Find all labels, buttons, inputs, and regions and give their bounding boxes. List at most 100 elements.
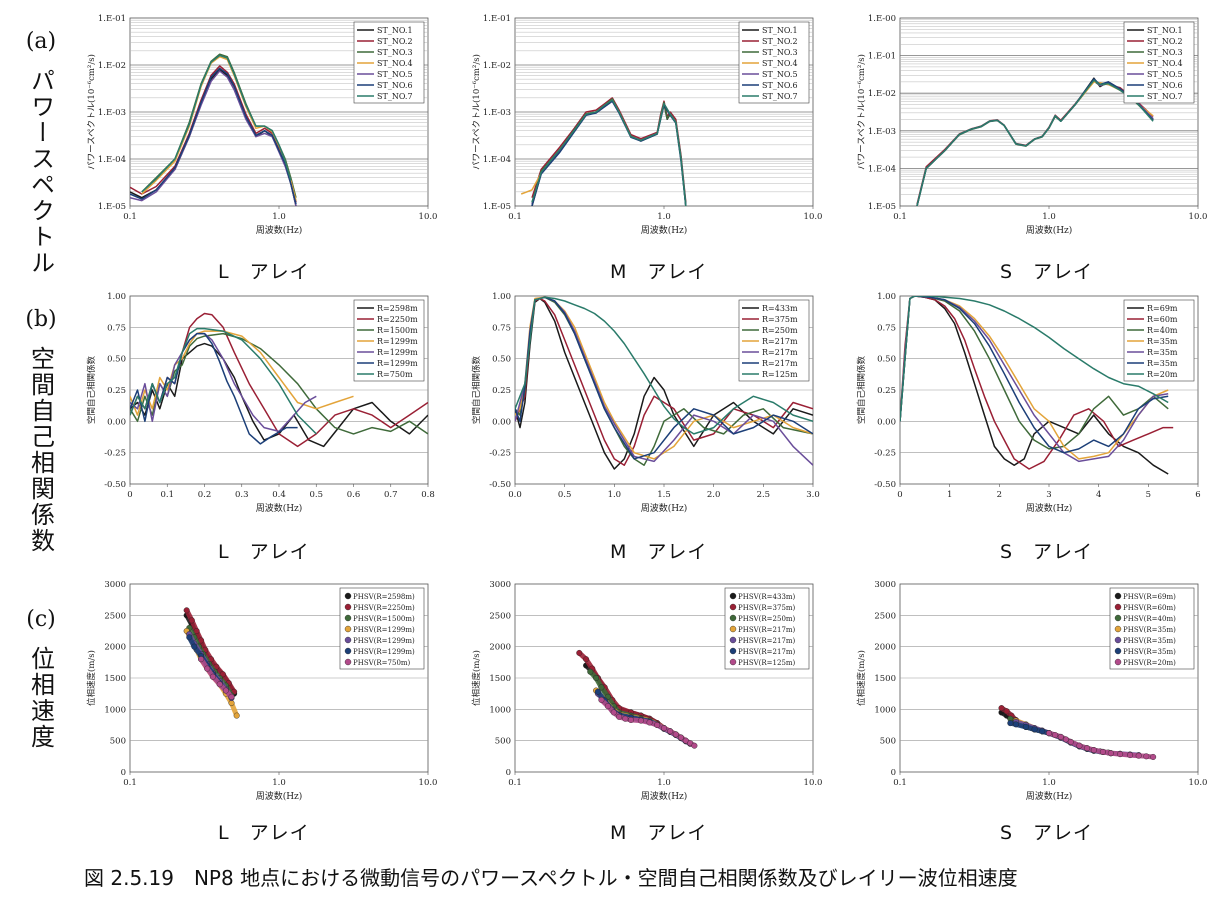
data-point xyxy=(222,687,229,694)
array-label-L: L アレイ xyxy=(218,822,310,844)
chart-c-S: 0 500 1000 1500 2000 2500 3000 0.1 1.0 10.0 周波数(Hz… xyxy=(840,578,1210,813)
x-tick-label: 2.5 xyxy=(757,490,771,500)
legend-marker xyxy=(729,625,737,633)
legend-marker xyxy=(729,603,737,611)
y-tick-label: 0.00 xyxy=(107,417,126,427)
series-line xyxy=(515,296,813,435)
row-label-a: (a) パワースペクトル xyxy=(18,30,64,277)
x-tick-label: 10.0 xyxy=(804,212,823,222)
legend: ST_NO.1 ST_NO.2 ST_NO.3 ST_NO.4 ST_NO.5 ST_NO… xyxy=(1123,21,1195,104)
legend-label: PHSV(R=750m) xyxy=(353,659,411,667)
x-tick-label: 0.1 xyxy=(123,212,137,222)
data-point xyxy=(622,715,629,722)
legend-label: R=125m xyxy=(762,370,798,379)
data-point xyxy=(188,617,195,624)
legend-label: R=2250m xyxy=(377,315,418,324)
data-point xyxy=(672,731,679,738)
legend-label: R=2598m xyxy=(377,304,418,313)
y-tick-label: 0.25 xyxy=(492,386,511,396)
x-tick-label: 1.0 xyxy=(272,212,286,222)
x-tick-label: 1.0 xyxy=(1042,212,1056,222)
series-line xyxy=(916,79,1154,206)
chart-b-S: -0.50 -0.25 0.00 0.25 0.50 0.75 1.00 0 1 2 3 4 5 6 周波数… xyxy=(840,290,1210,525)
y-tick-label: -0.50 xyxy=(104,480,126,490)
data-point xyxy=(637,717,644,724)
data-point xyxy=(998,705,1005,712)
legend-label: ST_NO.7 xyxy=(762,92,798,101)
x-axis-label: 周波数(Hz) xyxy=(256,502,303,514)
y-tick-label: 0 xyxy=(121,768,126,778)
legend-label: R=1500m xyxy=(377,326,418,335)
legend-label: R=69m xyxy=(1147,304,1178,313)
y-axis-label: 空間自己相関係数 xyxy=(86,356,97,425)
legend-marker xyxy=(1114,603,1122,611)
y-tick-label: 1500 xyxy=(874,674,896,684)
x-tick-label: 2.0 xyxy=(707,490,721,500)
y-tick-label: 1.00 xyxy=(877,292,896,302)
data-point xyxy=(610,709,617,716)
x-tick-label: 0.2 xyxy=(198,490,212,500)
data-point xyxy=(593,674,600,681)
data-point xyxy=(191,643,198,650)
series-line xyxy=(531,99,687,206)
series-line xyxy=(141,54,292,193)
y-tick-label: 3000 xyxy=(489,580,511,590)
data-point xyxy=(598,684,605,691)
chart-b-M: -0.50 -0.25 0.00 0.25 0.50 0.75 1.00 0.0 0.5 1.0 1… xyxy=(455,290,825,525)
figure-caption: 図 2.5.19 NP8 地点における微動信号のパワースペクトル・空間自己相関係… xyxy=(84,866,1018,890)
data-point xyxy=(604,703,611,710)
legend-label: R=750m xyxy=(377,370,413,379)
y-tick-label: 1.00 xyxy=(492,292,511,302)
chart-a-S: 1.E-05 1.E-04 1.E-03 1.E-02 1.E-01 1.E-00 0.1 1… xyxy=(840,12,1210,247)
legend-label: PHSV(R=40m) xyxy=(1123,615,1176,623)
legend-label: PHSV(R=60m) xyxy=(1123,604,1176,612)
legend: ST_NO.1 ST_NO.2 ST_NO.3 ST_NO.4 ST_NO.5 ST_NO… xyxy=(738,21,810,104)
data-point xyxy=(677,734,684,741)
row-label-b: (b) 空間自己相関係数 xyxy=(18,308,64,555)
legend-label: ST_NO.3 xyxy=(762,48,798,57)
legend-label: PHSV(R=217m) xyxy=(738,648,796,656)
x-tick-label: 0 xyxy=(127,490,132,500)
chart-svg: 0 500 1000 1500 2000 2500 3000 0.1 1.0 10.0 周波数(Hz… xyxy=(86,580,438,802)
y-tick-label: 1.E-05 xyxy=(868,202,896,212)
data-point xyxy=(654,721,661,728)
legend-marker xyxy=(344,625,352,633)
data-point xyxy=(667,728,674,735)
x-axis-label: 周波数(Hz) xyxy=(1026,224,1073,236)
row-letter: (c) xyxy=(26,607,56,632)
legend-marker xyxy=(729,592,737,600)
y-tick-label: 1500 xyxy=(104,674,126,684)
legend-label: ST_NO.6 xyxy=(762,81,798,90)
data-point xyxy=(193,628,200,635)
data-point xyxy=(682,737,689,744)
legend-label: R=60m xyxy=(1147,315,1178,324)
array-label-S: S アレイ xyxy=(1000,822,1094,844)
x-tick-label: 0.3 xyxy=(235,490,249,500)
y-tick-label: 3000 xyxy=(104,580,126,590)
x-axis-label: 周波数(Hz) xyxy=(641,224,688,236)
array-label-L: L アレイ xyxy=(218,261,310,283)
series-line xyxy=(515,297,813,466)
data-point xyxy=(594,688,601,695)
y-axis-label: 位相速度(m/s) xyxy=(86,650,97,706)
legend-label: ST_NO.1 xyxy=(1147,26,1183,35)
y-tick-label: 1.E-02 xyxy=(868,89,896,99)
x-axis-label: 周波数(Hz) xyxy=(256,224,303,236)
data-point xyxy=(627,716,634,723)
y-tick-label: 1.E-00 xyxy=(868,14,896,24)
legend-label: R=1299m xyxy=(377,337,418,346)
legend: PHSV(R=433m) PHSV(R=375m) PHSV(R=250m) PHSV… xyxy=(724,587,810,670)
legend-marker xyxy=(344,614,352,622)
data-point xyxy=(204,665,211,672)
legend-label: ST_NO.5 xyxy=(1147,70,1183,79)
array-label-M: M アレイ xyxy=(610,541,708,563)
x-tick-label: 0.1 xyxy=(123,778,137,788)
x-tick-label: 10.0 xyxy=(419,778,438,788)
data-point xyxy=(1052,732,1059,739)
y-tick-label: -0.25 xyxy=(874,449,896,459)
data-point xyxy=(183,607,190,614)
legend-label: R=217m xyxy=(762,337,798,346)
legend-label: R=1299m xyxy=(377,348,418,357)
y-tick-label: 1.E-04 xyxy=(98,155,126,165)
data-point xyxy=(209,673,216,680)
